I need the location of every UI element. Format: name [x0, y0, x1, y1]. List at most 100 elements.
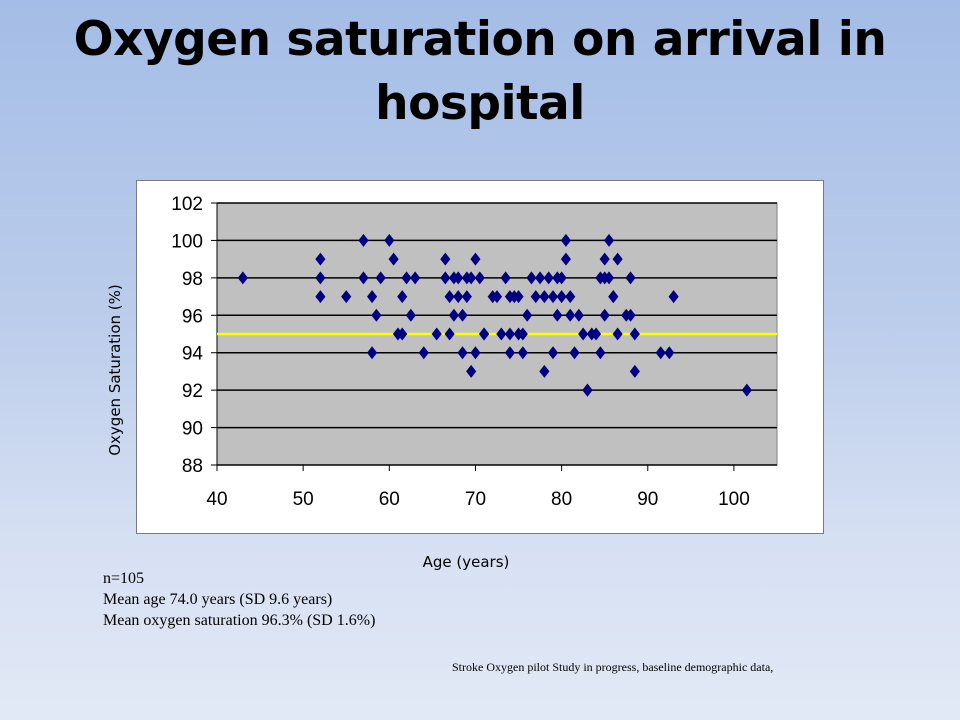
- data-point-18: [410, 271, 421, 285]
- data-point-54: [530, 290, 541, 304]
- data-point-28: [453, 290, 464, 304]
- data-point-8: [367, 346, 378, 360]
- data-point-70: [573, 308, 584, 322]
- data-point-89: [625, 308, 636, 322]
- data-point-76: [595, 346, 606, 360]
- data-point-4: [341, 290, 352, 304]
- data-point-64: [556, 290, 567, 304]
- y-tick-label-1: 90: [182, 419, 203, 440]
- y-tick-label-7: 102: [171, 194, 203, 215]
- data-point-49: [513, 290, 524, 304]
- data-point-78: [599, 252, 610, 266]
- data-point-55: [535, 271, 546, 285]
- data-point-53: [526, 271, 537, 285]
- data-point-14: [397, 327, 408, 341]
- data-point-1: [315, 252, 326, 266]
- stat-mean-age: Mean age 74.0 years (SD 9.6 years): [103, 591, 333, 608]
- y-tick-label-0: 88: [182, 456, 203, 477]
- data-point-9: [371, 308, 382, 322]
- x-tick-label-0: 40: [206, 489, 227, 510]
- data-point-69: [569, 346, 580, 360]
- data-point-12: [388, 252, 399, 266]
- data-point-16: [401, 271, 412, 285]
- data-point-36: [470, 346, 481, 360]
- data-point-88: [625, 271, 636, 285]
- y-tick-label-2: 92: [182, 381, 203, 402]
- data-point-17: [405, 308, 416, 322]
- data-point-27: [453, 271, 464, 285]
- data-point-44: [504, 327, 515, 341]
- data-point-33: [466, 364, 477, 378]
- data-point-29: [457, 308, 468, 322]
- y-tick-label-6: 100: [171, 231, 203, 252]
- data-point-15: [397, 290, 408, 304]
- data-point-35: [470, 252, 481, 266]
- data-point-94: [668, 290, 679, 304]
- summary-stats: n=105 Mean age 74.0 years (SD 9.6 years)…: [103, 568, 375, 631]
- data-point-86: [612, 252, 623, 266]
- source-note: Stroke Oxygen pilot Study in progress, b…: [452, 660, 774, 674]
- data-point-34: [466, 271, 477, 285]
- data-point-63: [556, 271, 567, 285]
- data-point-19: [418, 346, 429, 360]
- data-point-67: [565, 290, 576, 304]
- x-axis-label: Age (years): [422, 553, 510, 571]
- y-tick-label-5: 98: [182, 269, 203, 290]
- data-point-84: [608, 290, 619, 304]
- data-point-50: [517, 327, 528, 341]
- y-tick-label-4: 96: [182, 306, 203, 327]
- data-point-46: [504, 346, 515, 360]
- data-point-3: [315, 290, 326, 304]
- data-point-11: [384, 233, 395, 247]
- data-point-52: [522, 308, 533, 322]
- chart-area: 88 90 92 94 96 98 100 102 40 50 60 70 80 90 100: [136, 180, 824, 534]
- slide-title: Oxygen saturation on arrival in hospital: [73, 12, 887, 131]
- data-point-39: [479, 327, 490, 341]
- data-point-10: [375, 271, 386, 285]
- x-tick-label-4: 80: [551, 489, 572, 510]
- data-point-71: [578, 327, 589, 341]
- data-point-92: [655, 346, 666, 360]
- data-point-56: [539, 290, 550, 304]
- data-point-95: [741, 383, 752, 397]
- data-point-0: [237, 271, 248, 285]
- data-point-90: [629, 327, 640, 341]
- data-point-75: [591, 327, 602, 341]
- data-point-91: [629, 364, 640, 378]
- data-point-65: [560, 233, 571, 247]
- data-point-7: [367, 290, 378, 304]
- x-tick-label-5: 90: [637, 489, 658, 510]
- data-point-5: [358, 233, 369, 247]
- x-tick-label-6: 100: [718, 489, 750, 510]
- data-point-80: [599, 308, 610, 322]
- data-point-2: [315, 271, 326, 285]
- y-axis-label: Oxygen Saturation (%): [106, 284, 124, 456]
- y-tick-label-3: 94: [182, 344, 204, 365]
- data-point-61: [552, 308, 563, 322]
- data-point-22: [440, 271, 451, 285]
- data-point-23: [444, 327, 455, 341]
- stat-sample-size: n=105: [103, 570, 145, 587]
- data-point-37: [474, 271, 485, 285]
- data-point-43: [500, 271, 511, 285]
- data-point-68: [565, 308, 576, 322]
- data-point-57: [539, 364, 550, 378]
- data-point-85: [612, 327, 623, 341]
- x-tick-label-1: 50: [293, 489, 314, 510]
- scatter-chart: 88 90 92 94 96 98 100 102 40 50 60 70 80 90 100: [171, 194, 778, 510]
- data-point-66: [560, 252, 571, 266]
- data-point-58: [543, 271, 554, 285]
- data-point-6: [358, 271, 369, 285]
- x-tick-label-2: 60: [379, 489, 400, 510]
- data-point-21: [440, 252, 451, 266]
- data-point-31: [461, 290, 472, 304]
- data-point-73: [582, 383, 593, 397]
- data-point-42: [496, 327, 507, 341]
- data-point-51: [517, 346, 528, 360]
- data-point-30: [457, 346, 468, 360]
- data-point-93: [664, 346, 675, 360]
- data-point-24: [444, 290, 455, 304]
- x-tick-label-3: 70: [465, 489, 486, 510]
- data-point-41: [491, 290, 503, 304]
- data-point-25: [448, 308, 459, 322]
